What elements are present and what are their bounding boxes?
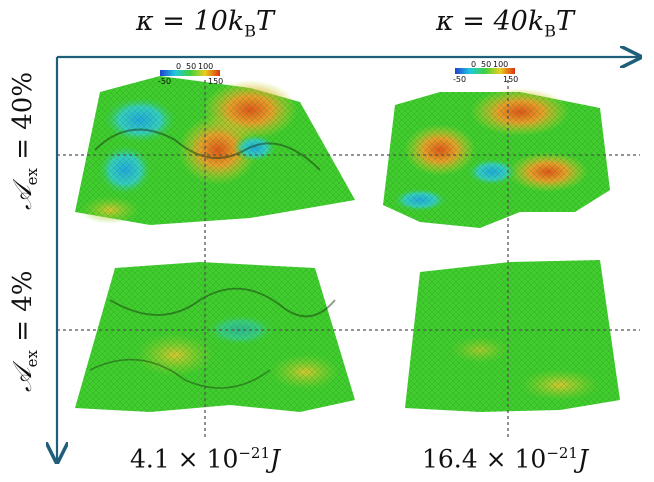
row-label-area4: 𝒜ex = 4% <box>8 270 42 392</box>
cbar-right-tick-3: 100 <box>493 60 508 69</box>
column-title-kappa40: κ = 40kBT <box>436 6 574 41</box>
cbar-left-tick-0: -50 <box>158 77 171 86</box>
bottom-value-kappa10: 4.1 × 10−21J <box>129 444 281 474</box>
cbar-left-tick-2: 50 <box>186 62 196 71</box>
cbar-left-tick-4: 150 <box>208 77 223 86</box>
colorbar-right: -50 0 50 100 150 <box>453 60 518 84</box>
colorbar-left: -50 0 50 100 150 <box>158 62 223 86</box>
surface-kappa10-area4 <box>75 262 355 412</box>
cbar-right-tick-1: 0 <box>471 60 476 69</box>
row-label-area40: 𝒜ex = 40% <box>8 71 42 210</box>
surface-kappa40-area4 <box>405 260 620 412</box>
cbar-right-tick-2: 50 <box>481 60 491 69</box>
bottom-value-kappa40: 16.4 × 10−21J <box>421 444 588 474</box>
guide-lines <box>57 80 640 438</box>
surface-kappa40-area40 <box>383 88 610 228</box>
cbar-left-tick-1: 0 <box>176 62 181 71</box>
cbar-right-tick-4: 150 <box>503 75 518 84</box>
column-title-kappa10: κ = 10kBT <box>136 6 274 41</box>
surface-kappa10-area40 <box>75 76 355 225</box>
cbar-left-tick-3: 100 <box>198 62 213 71</box>
cbar-right-tick-0: -50 <box>453 75 466 84</box>
